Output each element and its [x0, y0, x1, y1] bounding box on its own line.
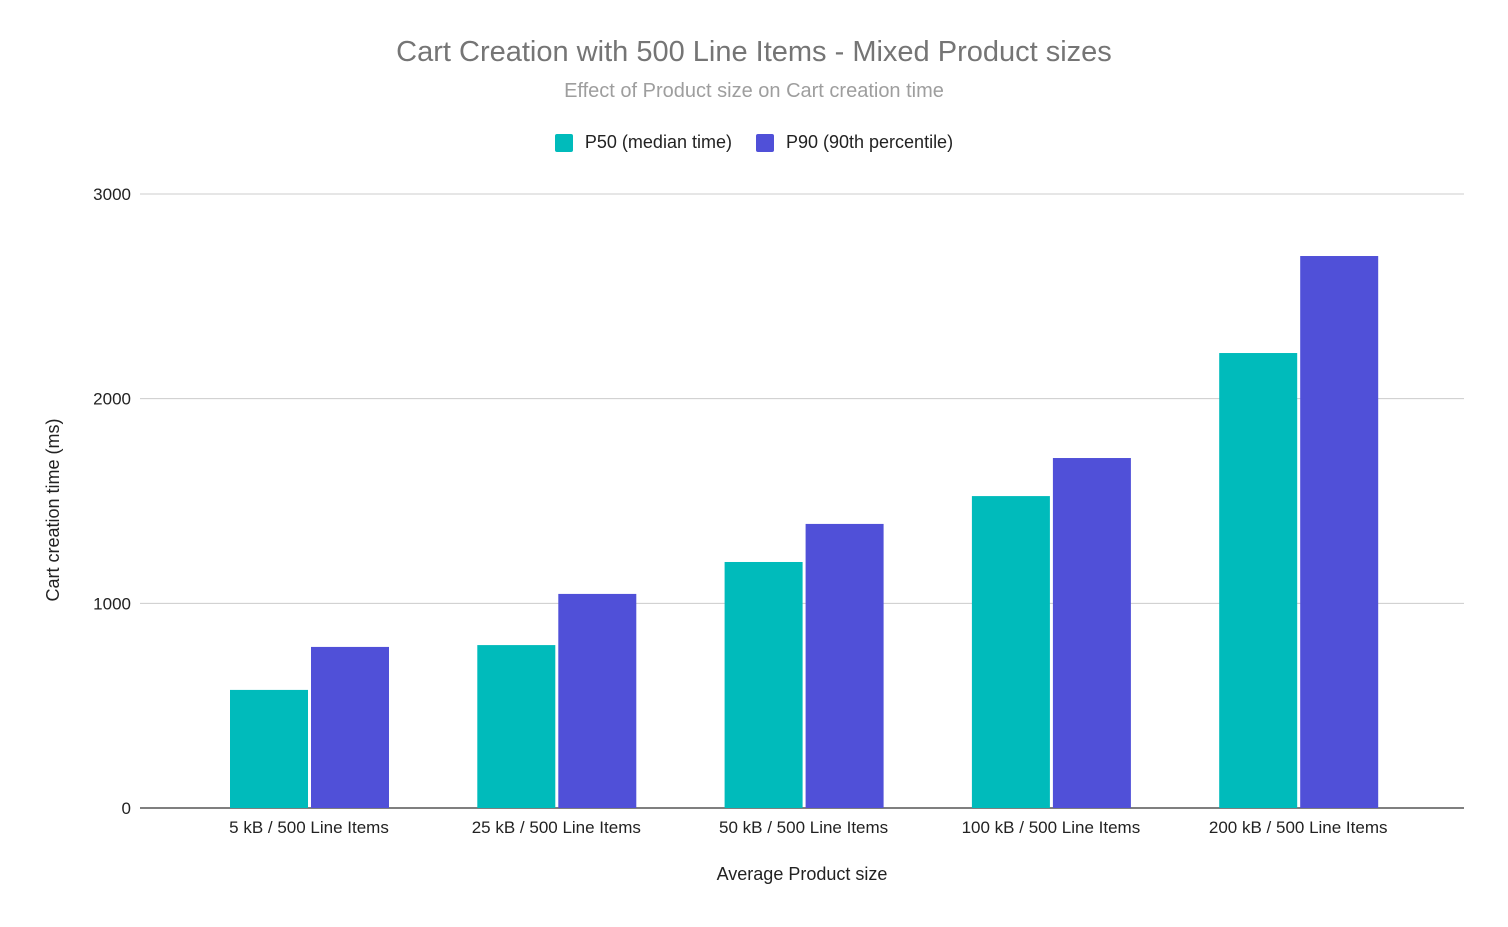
x-tick-label: 50 kB / 500 Line Items	[719, 818, 888, 837]
bar-p50	[1219, 353, 1298, 808]
legend: P50 (median time) P90 (90th percentile)	[0, 132, 1508, 153]
bar-p90	[1052, 458, 1131, 808]
y-tick-label: 2000	[93, 390, 131, 409]
bar-p50	[971, 496, 1050, 808]
bar-p90	[1300, 256, 1379, 808]
y-axis-title: Cart creation time (ms)	[43, 418, 63, 601]
legend-item-p90[interactable]: P90 (90th percentile)	[755, 132, 954, 153]
y-tick-label: 3000	[93, 185, 131, 204]
y-tick-label: 0	[122, 799, 131, 818]
bar-p50	[230, 689, 308, 808]
x-tick-label: 200 kB / 500 Line Items	[1209, 818, 1388, 837]
y-tick-label: 1000	[93, 594, 131, 613]
legend-label-p90: P90 (90th percentile)	[785, 132, 954, 152]
x-tick-label: 100 kB / 500 Line Items	[962, 818, 1141, 837]
bar-p90	[311, 646, 389, 808]
legend-item-p50[interactable]: P50 (median time)	[554, 132, 732, 153]
chart-subtitle: Effect of Product size on Cart creation …	[564, 80, 944, 102]
chart-title: Cart Creation with 500 Line Items - Mixe…	[396, 36, 1112, 68]
bar-p50	[724, 561, 803, 808]
legend-swatch-p90	[755, 133, 774, 152]
legend-label-p50: P50 (median time)	[584, 132, 732, 152]
bar-p90	[805, 523, 884, 808]
x-tick-label: 5 kB / 500 Line Items	[229, 818, 389, 837]
x-axis-title: Average Product size	[717, 864, 888, 884]
bar-p90	[558, 593, 637, 808]
bar-p50	[477, 645, 556, 808]
x-tick-label: 25 kB / 500 Line Items	[472, 818, 641, 837]
legend-swatch-p50	[554, 133, 573, 152]
